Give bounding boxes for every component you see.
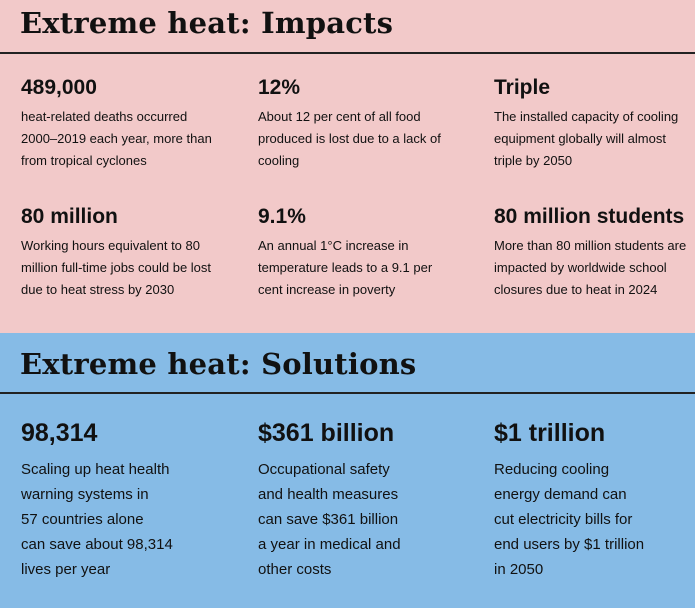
solutions-section: Extreme heat: Solutions 98,314 Scaling u…: [0, 333, 695, 608]
stat-description: An annual 1°C increase in temperature le…: [258, 238, 433, 297]
stat-value: 9.1%: [258, 205, 306, 228]
impact-stat-students: 80 million students More than 80 million…: [494, 205, 695, 301]
impact-stat-deaths: 489,000 heat-related deaths occurred 200…: [21, 76, 251, 172]
solutions-title: Extreme heat: Solutions: [20, 347, 417, 381]
impact-stat-food-loss: 12% About 12 per cent of all food produc…: [258, 76, 488, 172]
stat-description: Working hours equivalent to 80 million f…: [21, 238, 212, 297]
solutions-divider: [0, 392, 695, 394]
impact-stat-working-hours: 80 million Working hours equivalent to 8…: [21, 205, 251, 301]
solution-stat-occupational-safety: $361 billion Occupational safety and hea…: [258, 419, 488, 582]
stat-value: 80 million: [21, 205, 118, 228]
solution-stat-warning-systems: 98,314 Scaling up heat health warning sy…: [21, 419, 251, 582]
stat-value: $361 billion: [258, 419, 395, 447]
stat-value: 12%: [258, 76, 301, 99]
stat-value: 98,314: [21, 419, 98, 447]
impact-stat-cooling-capacity: Triple The installed capacity of cooling…: [494, 76, 695, 172]
solution-stat-cooling-demand: $1 trillion Reducing cooling energy dema…: [494, 419, 695, 582]
impacts-title: Extreme heat: Impacts: [20, 6, 394, 40]
stat-value: Triple: [494, 76, 551, 99]
stat-value: $1 trillion: [494, 419, 606, 447]
stat-description: Scaling up heat health warning systems i…: [21, 461, 173, 578]
stat-value: 489,000: [21, 76, 97, 99]
stat-description: Occupational safety and health measures …: [258, 461, 401, 578]
stat-value: 80 million students: [494, 205, 685, 228]
impacts-section: Extreme heat: Impacts 489,000 heat-relat…: [0, 0, 695, 333]
impacts-divider: [0, 52, 695, 54]
stat-description: About 12 per cent of all food produced i…: [258, 109, 441, 168]
stat-description: The installed capacity of cooling equipm…: [494, 109, 679, 168]
stat-description: heat-related deaths occurred 2000–2019 e…: [21, 109, 212, 168]
impact-stat-poverty: 9.1% An annual 1°C increase in temperatu…: [258, 205, 488, 301]
stat-description: Reducing cooling energy demand can cut e…: [494, 461, 645, 578]
stat-description: More than 80 million students are impact…: [494, 238, 687, 297]
